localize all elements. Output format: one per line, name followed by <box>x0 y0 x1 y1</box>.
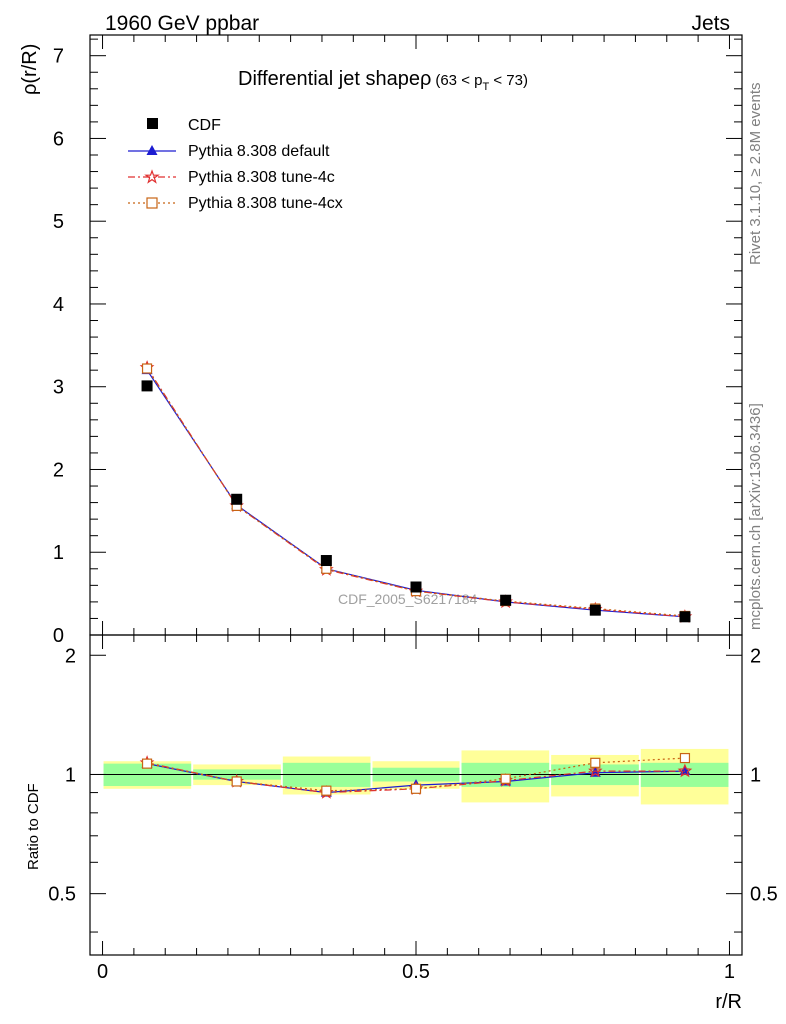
y-axis-label: ρ(r/R) <box>19 44 41 95</box>
data-point-cdf <box>500 594 512 606</box>
y-tick-label: 3 <box>53 377 64 399</box>
y-tick-label: 7 <box>53 46 64 68</box>
y-tick-label: 4 <box>53 294 64 316</box>
legend-marker-cdf <box>147 118 158 129</box>
legend-marker-tune-4cx <box>146 197 158 209</box>
ratio-point-tune-4cx <box>590 757 601 768</box>
axis-ticks <box>90 35 742 955</box>
y-tick-label: 1 <box>53 542 64 564</box>
ratio-uncertainty-bands <box>90 748 742 805</box>
cdf-data-layer <box>141 380 691 623</box>
legend-marker-default <box>146 145 158 155</box>
ratio-y-axis-label: Ratio to CDF <box>25 783 42 870</box>
legend: CDF Pythia 8.308 default Pythia 8.308 tu… <box>128 117 343 212</box>
series-layer <box>139 360 693 799</box>
ratio-y-tick-label-right: 0.5 <box>750 884 778 906</box>
data-point-cdf <box>589 604 601 616</box>
watermark-label: CDF_2005_S6217184 <box>338 591 478 607</box>
data-point-cdf <box>679 611 691 623</box>
data-point-cdf <box>410 581 422 593</box>
legend-label-tune-4cx: Pythia 8.308 tune-4cx <box>188 195 343 212</box>
series-line-default <box>146 369 685 618</box>
x-tick-label: 1 <box>724 961 735 983</box>
ratio-point-tune-4c <box>588 763 603 778</box>
side-mcplots-label: mcplots.cern.ch [arXiv:1306.3436] <box>747 403 764 630</box>
ratio-point-tune-4c <box>677 763 693 778</box>
axis-tick-labels: 0 0.5 1 0 1 2 3 4 5 6 7 0.5 0.5 1 1 2 2 <box>48 46 778 983</box>
legend-marker-tune-4c <box>144 169 160 184</box>
x-tick-label: 0 <box>97 961 108 983</box>
y-tick-label: 2 <box>53 459 64 481</box>
legend-label-default: Pythia 8.308 default <box>188 143 330 160</box>
y-tick-label: 0 <box>53 625 64 647</box>
ratio-y-tick-label-right: 2 <box>750 645 761 667</box>
ratio-y-tick-label-right: 1 <box>750 764 761 786</box>
header-process-label: Jets <box>691 12 730 35</box>
ratio-point-tune-4cx <box>141 758 153 769</box>
side-rivet-label: Rivet 3.1.10, ≥ 2.8M events <box>747 83 764 266</box>
x-axis-label: r/R <box>715 991 742 1013</box>
ratio-point-tune-4cx <box>231 776 242 787</box>
ratio-y-tick-label: 0.5 <box>48 884 76 906</box>
legend-label-cdf: CDF <box>188 117 221 134</box>
header-energy-label: 1960 GeV ppbar <box>105 12 259 35</box>
ratio-point-tune-4cx <box>410 783 422 794</box>
data-point-cdf <box>141 380 153 392</box>
ratio-point-tune-4cx <box>500 773 511 784</box>
ratio-y-tick-label: 1 <box>65 764 76 786</box>
y-tick-label: 6 <box>53 128 64 150</box>
point-tune-4cx <box>141 363 153 374</box>
data-point-cdf <box>320 555 332 567</box>
ratio-point-tune-4cx <box>321 785 332 796</box>
ratio-point-tune-4cx <box>679 752 691 764</box>
y-tick-label: 5 <box>53 211 64 233</box>
x-tick-label: 0.5 <box>402 961 430 983</box>
data-point-cdf <box>231 493 243 505</box>
ratio-y-tick-label: 2 <box>65 645 76 667</box>
legend-label-tune-4c: Pythia 8.308 tune-4c <box>188 169 335 186</box>
chart-title: Differential jet shapeρ (63 < pT < 73) <box>238 68 528 93</box>
